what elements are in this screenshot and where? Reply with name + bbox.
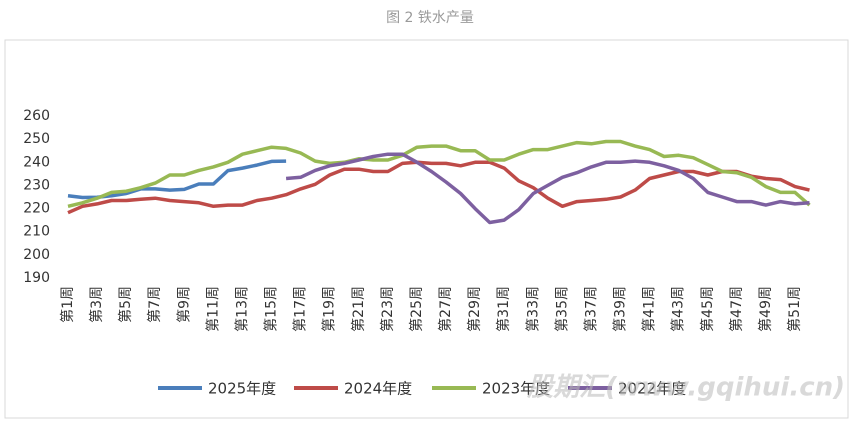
- x-tick-label: 第5周: [117, 286, 134, 323]
- x-tick-label: 第17周: [292, 286, 309, 332]
- watermark: 股期汇(www.gqihui.cn): [526, 373, 845, 403]
- series-line: [67, 160, 810, 215]
- series-line: [285, 152, 810, 225]
- x-tick-label: 第49周: [757, 286, 774, 332]
- y-tick-label: 200: [23, 247, 50, 263]
- x-tick-label: 第43周: [670, 286, 687, 332]
- plot-frame: [4, 39, 849, 419]
- y-tick-label: 190: [23, 270, 50, 286]
- x-tick-label: 第41周: [641, 286, 658, 332]
- x-tick-label: 第11周: [204, 286, 221, 332]
- legend-label: 2023年度: [482, 380, 550, 398]
- x-tick-label: 第7周: [146, 286, 163, 323]
- x-tick-label: 第3周: [88, 286, 105, 323]
- x-tick-label: 第23周: [379, 286, 396, 332]
- x-tick-label: 第47周: [728, 286, 745, 332]
- x-tick-label: 第29周: [466, 286, 483, 332]
- x-tick-label: 第25周: [408, 286, 425, 332]
- legend-label: 2025年度: [208, 380, 276, 398]
- y-tick-label: 230: [23, 177, 50, 193]
- x-tick-label: 第45周: [699, 286, 716, 332]
- x-tick-label: 第19周: [321, 286, 338, 332]
- y-tick-label: 210: [23, 224, 50, 240]
- x-tick-label: 第27周: [437, 286, 454, 332]
- x-tick-label: 第51周: [786, 286, 803, 332]
- y-tick-label: 250: [23, 131, 50, 147]
- chart-title: 图 2 铁水产量: [386, 10, 474, 26]
- legend-label: 2022年度: [618, 380, 686, 398]
- x-tick-label: 第13周: [233, 286, 250, 332]
- series-line: [67, 139, 811, 209]
- series-line: [67, 159, 287, 200]
- x-tick-label: 第39周: [612, 286, 629, 332]
- x-tick-label: 第1周: [59, 286, 76, 323]
- legend-label: 2024年度: [344, 380, 412, 398]
- y-tick-label: 260: [23, 108, 50, 124]
- x-tick-label: 第35周: [553, 286, 570, 332]
- x-tick-label: 第31周: [495, 286, 512, 332]
- y-tick-label: 220: [23, 201, 50, 217]
- x-tick-label: 第9周: [175, 286, 192, 323]
- x-tick-label: 第21周: [350, 286, 367, 332]
- x-tick-label: 第15周: [263, 286, 280, 332]
- y-tick-label: 240: [23, 154, 50, 170]
- x-tick-label: 第33周: [524, 286, 541, 332]
- x-tick-label: 第37周: [582, 286, 599, 332]
